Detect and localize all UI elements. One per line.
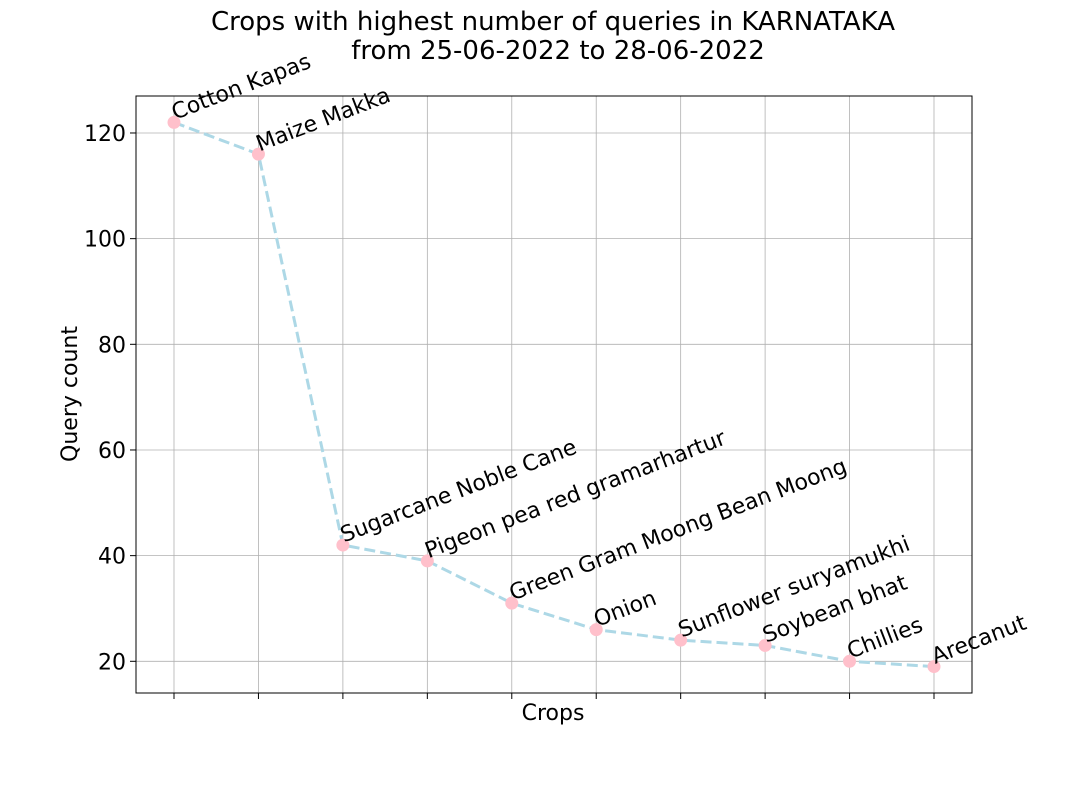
data-point-9 [927,660,941,674]
data-point-3 [420,554,434,568]
series-line [173,121,935,669]
y-tick-label-5: 120 [84,122,126,147]
x-axis-label: Crops [522,701,585,726]
y-axis-ticks: 20 40 60 80 100 120 [84,122,136,675]
data-point-7 [758,638,772,652]
x-axis-ticks [173,693,935,699]
grid [136,96,972,693]
point-label-1: Maize Makka [253,83,394,157]
y-axis-label: Query count [58,326,83,462]
y-tick-label-2: 60 [98,439,126,464]
data-point-4 [505,596,519,610]
data-point-1 [251,147,265,161]
y-tick-label-1: 40 [98,545,126,570]
point-label-9: Arecanut [928,611,1030,670]
plot-frame [135,95,973,694]
point-label-0: Cotton Kapas [168,49,314,125]
chart-title-line-2: from 25-06-2022 to 28-06-2022 [351,36,765,66]
y-tick-label-0: 20 [98,650,126,675]
data-points [167,115,941,674]
data-point-0 [167,115,181,129]
point-label-5: Onion [591,586,660,633]
data-point-6 [674,633,688,647]
point-label-8: Chillies [844,613,926,665]
chart-title-line-1: Crops with highest number of queries in … [211,7,895,37]
y-tick-label-3: 80 [98,333,126,358]
data-point-5 [589,623,603,637]
y-tick-label-4: 100 [84,228,126,253]
series-path [173,121,935,669]
data-point-8 [843,654,857,668]
data-point-2 [336,538,350,552]
